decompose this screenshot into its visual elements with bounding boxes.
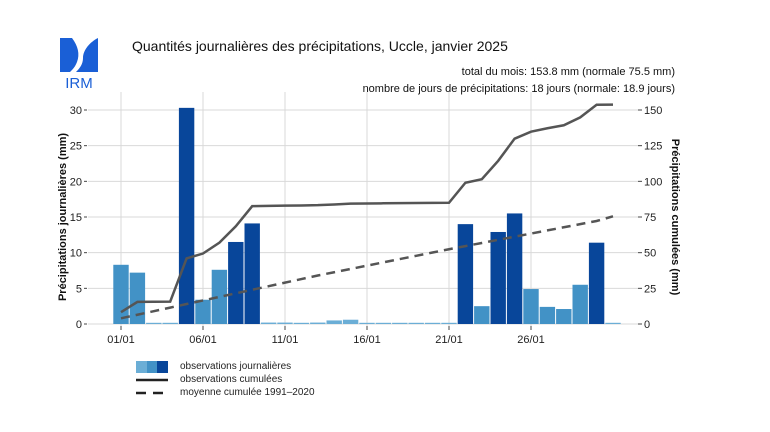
daily-bar (457, 224, 474, 324)
stat-days: nombre de jours de précipitations: 18 jo… (362, 83, 675, 95)
y2-tick-label: 100 (644, 176, 662, 188)
daily-bar (178, 107, 195, 324)
y2-tick-label: 50 (644, 248, 656, 260)
daily-bar (605, 322, 621, 324)
daily-bar (539, 306, 556, 324)
monthly-stats: total du mois: 153.8 mm (normale 75.5 mm… (363, 64, 675, 98)
irm-logo-mark-icon: IRM (60, 38, 98, 92)
y2-tick-label: 150 (644, 105, 662, 117)
daily-bar (113, 264, 129, 324)
daily-bar (129, 272, 146, 324)
daily-bar (392, 322, 408, 324)
daily-bar (490, 231, 506, 324)
y-tick-label: 10 (70, 248, 82, 260)
observed-cumulative-line (120, 103, 614, 314)
x-tick-label: 01/01 (107, 334, 135, 346)
daily-bar (572, 284, 588, 324)
daily-bar (359, 322, 375, 324)
normal-cumulative-line (120, 215, 614, 320)
daily-bar (244, 223, 260, 324)
daily-bar (556, 309, 572, 324)
y-axis-right: 0 25 50 75 100 125 150 (638, 105, 662, 331)
legend-label: moyenne cumulée 1991–2020 (180, 387, 315, 398)
stat-total: total du mois: 153.8 mm (normale 75.5 mm… (461, 66, 675, 78)
y-axis-right-title: Précipitations cumulées (mm) (669, 139, 681, 296)
daily-bar (588, 242, 605, 324)
x-tick-label: 21/01 (435, 334, 463, 346)
daily-bar (326, 320, 342, 324)
y-tick-label: 5 (76, 283, 82, 295)
x-tick-label: 06/01 (189, 334, 217, 346)
daily-bar (506, 213, 523, 324)
daily-bar (146, 322, 162, 324)
y-tick-label: 30 (70, 105, 82, 117)
daily-bar (523, 289, 539, 324)
y2-tick-label: 25 (644, 283, 656, 295)
daily-bar (211, 269, 228, 324)
daily-bar (408, 322, 424, 324)
legend-solid-line-icon (136, 378, 168, 382)
y-tick-label: 20 (70, 176, 82, 188)
y-tick-label: 25 (70, 141, 82, 153)
cumulative-lines (120, 103, 614, 320)
x-tick-label: 26/01 (517, 334, 545, 346)
legend-label: observations journalières (180, 361, 292, 372)
legend-label: observations cumulées (180, 374, 283, 385)
x-axis: 01/01 06/01 11/01 16/01 21/01 26/01 (107, 326, 545, 346)
daily-bar (195, 299, 211, 324)
daily-bar (375, 322, 392, 324)
y2-tick-label: 0 (644, 319, 650, 331)
daily-bar (441, 322, 457, 324)
y2-tick-label: 75 (644, 212, 656, 224)
x-tick-label: 11/01 (272, 334, 299, 346)
daily-bar (474, 306, 490, 324)
y-tick-label: 15 (70, 212, 82, 224)
legend-bars-swatch-icon (136, 361, 169, 373)
daily-bar (260, 322, 277, 324)
chart-title: Quantités journalières des précipitation… (132, 38, 508, 54)
daily-bar (424, 322, 441, 324)
daily-bars (113, 107, 621, 324)
daily-bar (228, 241, 244, 324)
irm-logo: IRM (58, 36, 100, 92)
y-axis-left-title: Précipitations journalières (mm) (57, 133, 69, 301)
legend-dashed-line-icon (136, 391, 168, 395)
y2-tick-label: 125 (644, 141, 662, 153)
x-tick-label: 16/01 (353, 334, 381, 346)
daily-bar (342, 319, 359, 324)
logo-text: IRM (65, 75, 93, 90)
daily-bar (310, 322, 326, 324)
y-axis-left: 0 5 10 15 20 25 30 (70, 105, 87, 331)
daily-bar (162, 322, 178, 324)
daily-bar (277, 322, 293, 324)
daily-bar (293, 322, 310, 324)
y-tick-label: 0 (76, 319, 82, 331)
